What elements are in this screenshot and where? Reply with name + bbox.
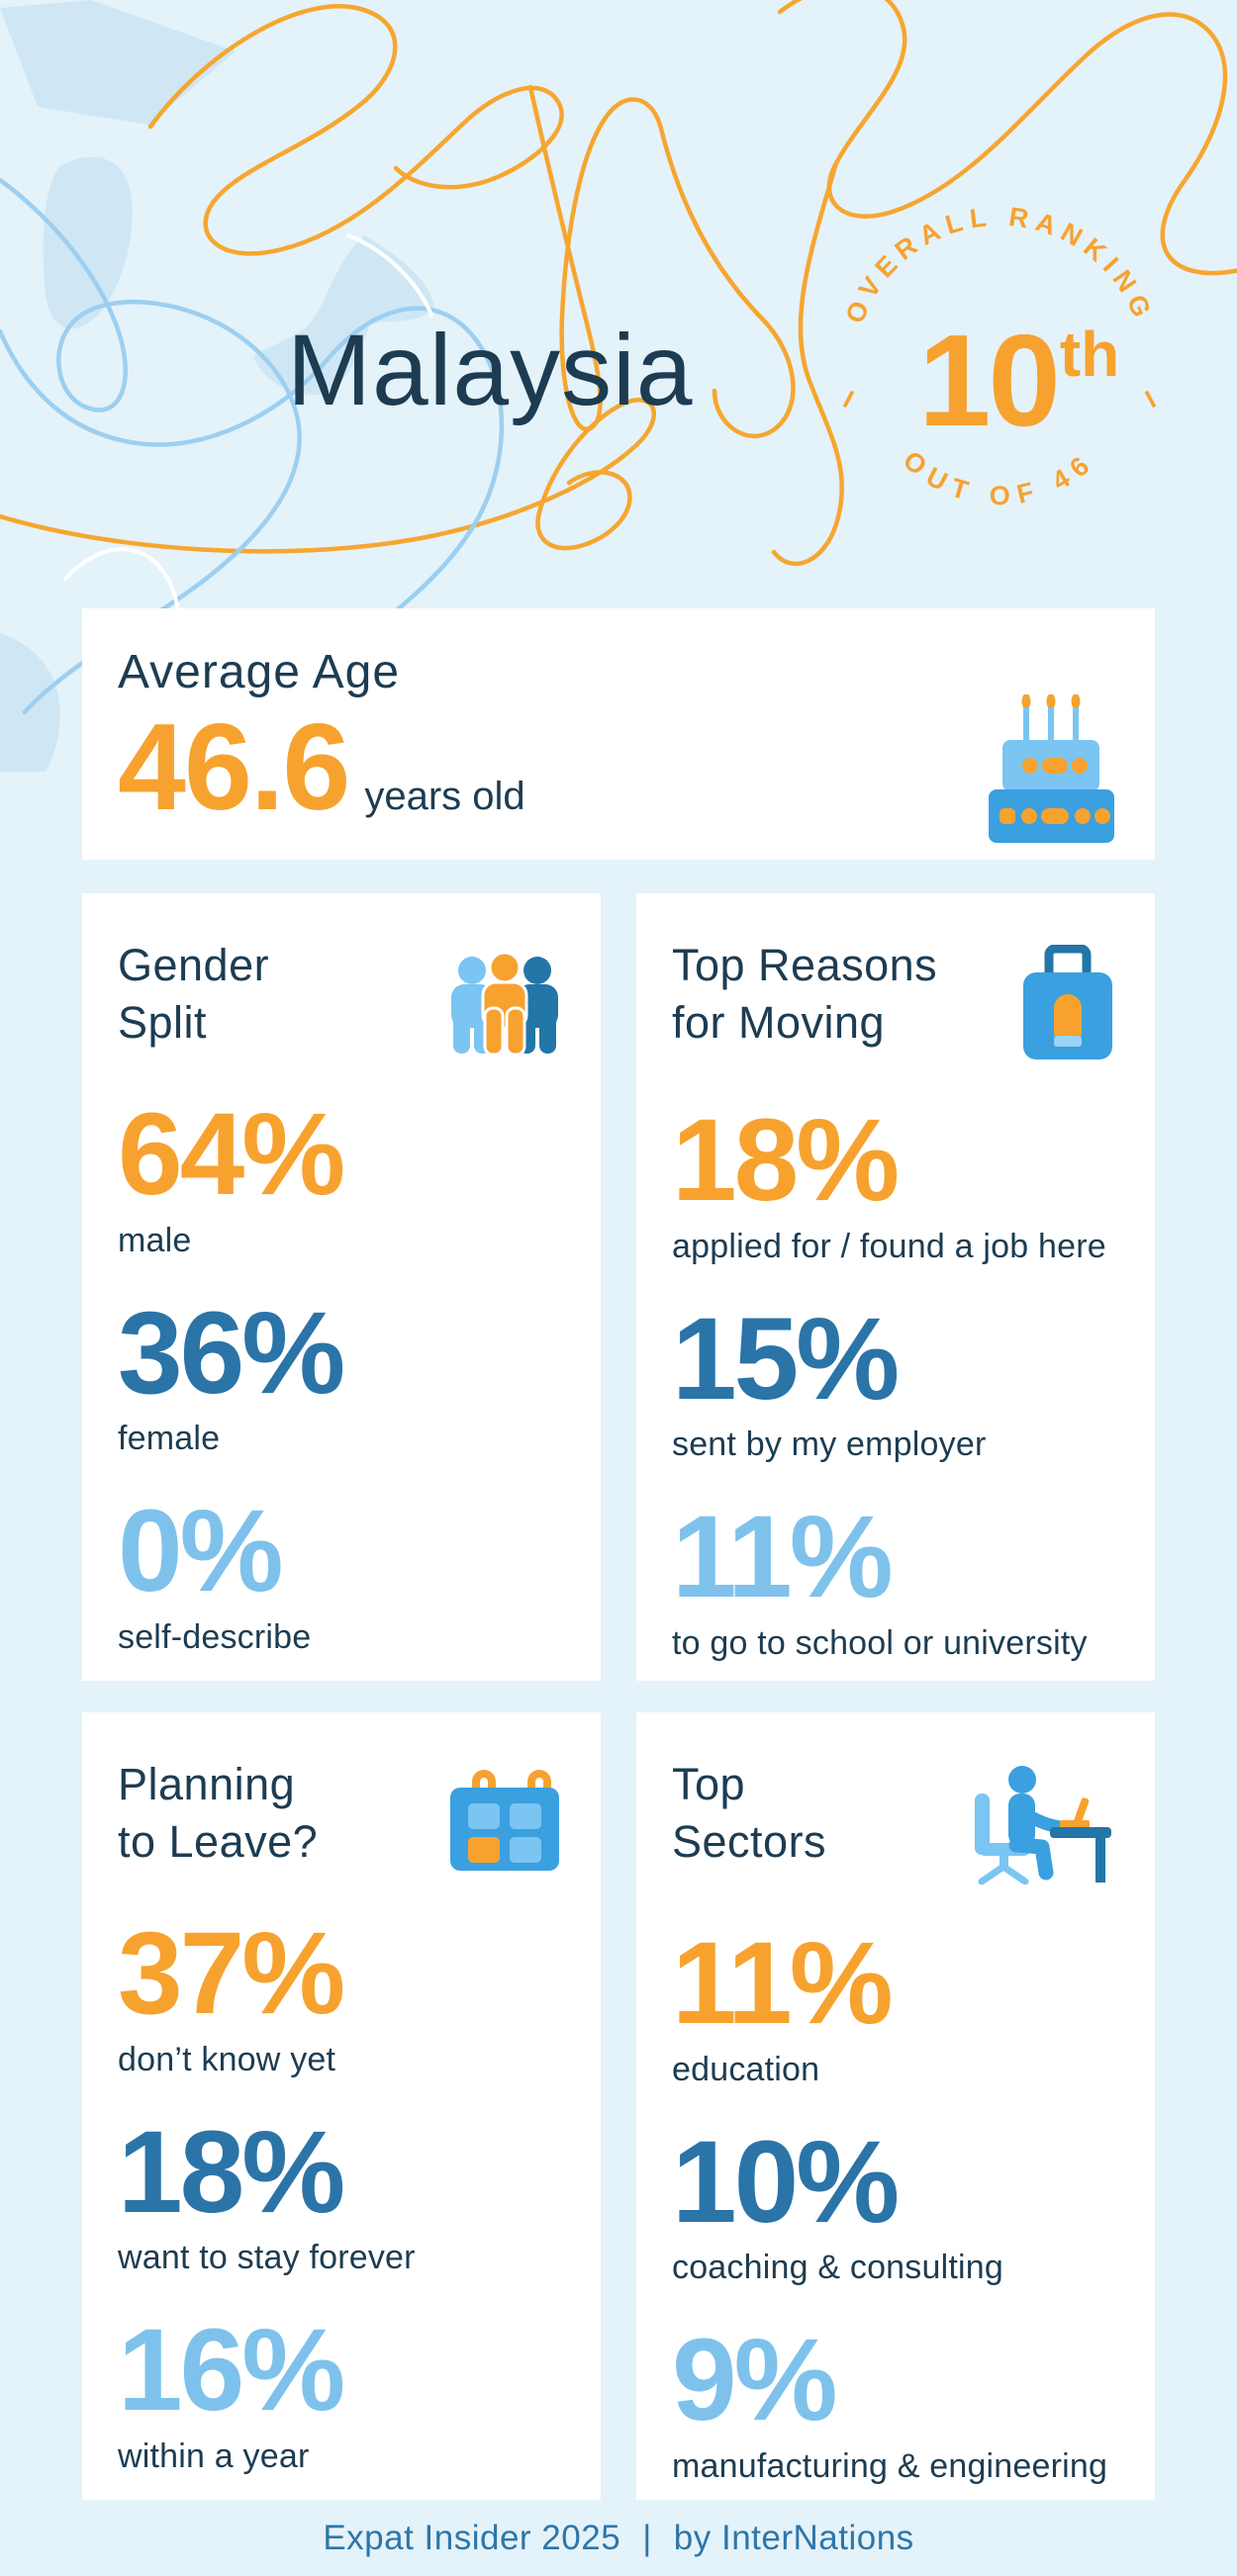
- orange-squiggle: [147, 4, 564, 256]
- stat-label: male: [118, 1221, 192, 1259]
- card-header: Gender Split: [118, 937, 565, 1056]
- card-header: Top Sectors: [672, 1756, 1119, 1885]
- card-header: Top Reasons for Moving: [672, 937, 1119, 1061]
- average-age-text: Average Age 46.6 years old: [118, 645, 525, 836]
- stats-list: 37% don’t know yet 18% want to stay fore…: [118, 1908, 565, 2476]
- stat-manufacturing-engineering: 9% manufacturing & engineering: [672, 2315, 1119, 2486]
- person-at-desk-icon: [975, 1766, 1111, 1885]
- card-title: Planning to Leave?: [118, 1759, 319, 1867]
- stat-value: 18%: [672, 1095, 900, 1226]
- card-header: Planning to Leave?: [118, 1756, 565, 1875]
- pale-edge-shape: [0, 633, 60, 772]
- stat-dont-know: 37% don’t know yet: [118, 1908, 565, 2079]
- stat-male: 64% male: [118, 1089, 565, 1260]
- card-title: Average Age: [118, 645, 401, 698]
- stat-value: 0%: [118, 1486, 284, 1617]
- pale-corner-shape: [0, 0, 236, 125]
- luggage-icon: [1023, 945, 1112, 1059]
- card-title: Top Sectors: [672, 1759, 827, 1867]
- top-sectors-card: Top Sectors: [636, 1712, 1155, 2500]
- average-age-unit: years old: [364, 774, 525, 818]
- stat-self-describe: 0% self-describe: [118, 1486, 565, 1657]
- footer: Expat Insider 2025 | by InterNations: [82, 2500, 1155, 2576]
- stats-list: 64% male 36% female 0% self-describe: [118, 1089, 565, 1657]
- footer-brand: by InterNations: [673, 2518, 914, 2557]
- stat-value: 11%: [672, 1918, 894, 2049]
- main-content: Average Age 46.6 years old: [82, 608, 1155, 2576]
- white-squiggle: [346, 233, 433, 317]
- stat-value: 16%: [118, 2305, 345, 2437]
- badge-dash-right: –: [1130, 380, 1170, 416]
- stat-value: 64%: [118, 1089, 345, 1220]
- badge-bottom-text: OUT OF 46: [898, 445, 1101, 511]
- stat-value: 11%: [672, 1492, 894, 1623]
- stat-label: within a year: [118, 2438, 310, 2476]
- stat-label: female: [118, 1420, 221, 1458]
- gender-split-card: Gender Split: [82, 893, 601, 1681]
- stat-label: applied for / found a job here: [672, 1227, 1106, 1265]
- page-title: Malaysia: [287, 314, 694, 426]
- card-title: Gender Split: [118, 940, 270, 1048]
- stats-list: 11% education 10% coaching & consulting …: [672, 1918, 1119, 2486]
- stat-label: don’t know yet: [118, 2040, 336, 2078]
- stat-label: sent by my employer: [672, 1426, 987, 1464]
- stat-sent-by-employer: 15% sent by my employer: [672, 1293, 1119, 1465]
- ranking-badge: OVERALL RANKING OUT OF 46 10th – –: [829, 202, 1170, 511]
- stat-school-university: 11% to go to school or university: [672, 1492, 1119, 1663]
- badge-rank: 10th: [918, 308, 1119, 453]
- stats-grid: Gender Split: [82, 893, 1155, 2500]
- stat-within-a-year: 16% within a year: [118, 2305, 565, 2476]
- badge-rank-suffix: th: [1060, 319, 1119, 390]
- planning-to-leave-card: Planning to Leave? 37%: [82, 1712, 601, 2500]
- average-age-card: Average Age 46.6 years old: [82, 608, 1155, 860]
- header: Malaysia OVERALL RANKING OUT OF 46 10th …: [0, 0, 1237, 772]
- average-age-value: 46.6: [118, 698, 350, 836]
- stat-label: want to stay forever: [118, 2239, 416, 2277]
- stat-value: 9%: [672, 2315, 838, 2446]
- stat-label: self-describe: [118, 1618, 312, 1657]
- stat-label: manufacturing & engineering: [672, 2447, 1108, 2486]
- pale-shard-shape: [43, 156, 133, 329]
- footer-edition: Expat Insider 2025: [323, 2518, 621, 2557]
- average-age-row: 46.6 years old: [118, 698, 525, 836]
- stats-list: 18% applied for / found a job here 15% s…: [672, 1095, 1119, 1663]
- stat-education: 11% education: [672, 1918, 1119, 2089]
- stat-found-job: 18% applied for / found a job here: [672, 1095, 1119, 1266]
- stat-value: 18%: [118, 2106, 345, 2238]
- card-title: Top Reasons for Moving: [672, 940, 938, 1048]
- stat-label: coaching & consulting: [672, 2249, 1003, 2287]
- stat-label: education: [672, 2050, 820, 2088]
- stat-stay-forever: 18% want to stay forever: [118, 2106, 565, 2278]
- stat-female: 36% female: [118, 1287, 565, 1459]
- people-icon: [451, 951, 558, 1056]
- stat-value: 36%: [118, 1287, 345, 1419]
- stat-label: to go to school or university: [672, 1624, 1088, 1663]
- badge-dash-left: –: [829, 380, 869, 416]
- top-reasons-card: Top Reasons for Moving 18% applied for /…: [636, 893, 1155, 1681]
- stat-value: 37%: [118, 1908, 345, 2039]
- stat-coaching-consulting: 10% coaching & consulting: [672, 2116, 1119, 2288]
- stat-value: 15%: [672, 1293, 900, 1425]
- birthday-cake-icon: [989, 694, 1114, 843]
- calendar-icon: [450, 1770, 559, 1871]
- stat-value: 10%: [672, 2116, 900, 2248]
- footer-separator: |: [642, 2518, 652, 2557]
